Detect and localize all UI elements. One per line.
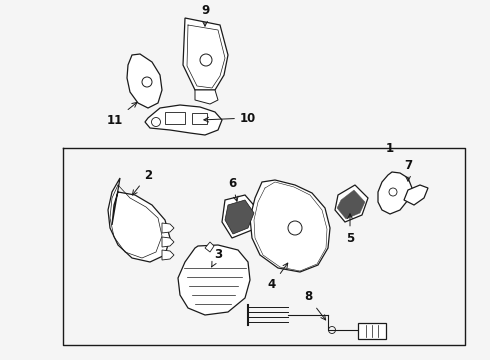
Text: 10: 10 bbox=[204, 112, 256, 125]
Text: 3: 3 bbox=[212, 248, 222, 267]
Polygon shape bbox=[145, 105, 222, 135]
Polygon shape bbox=[162, 237, 174, 247]
Polygon shape bbox=[337, 190, 365, 219]
Text: 2: 2 bbox=[132, 168, 152, 195]
Polygon shape bbox=[335, 185, 368, 222]
Bar bbox=[358, 323, 386, 339]
Polygon shape bbox=[378, 172, 412, 214]
Text: 4: 4 bbox=[268, 263, 288, 292]
Text: 11: 11 bbox=[107, 102, 137, 126]
Polygon shape bbox=[250, 180, 330, 272]
Text: 6: 6 bbox=[228, 176, 238, 201]
Polygon shape bbox=[205, 242, 214, 252]
Text: 5: 5 bbox=[346, 214, 354, 244]
Polygon shape bbox=[162, 223, 174, 233]
Text: 1: 1 bbox=[386, 141, 394, 154]
Text: 7: 7 bbox=[404, 158, 412, 181]
Polygon shape bbox=[225, 200, 254, 234]
Text: 8: 8 bbox=[304, 291, 326, 320]
Polygon shape bbox=[127, 54, 162, 108]
Polygon shape bbox=[222, 195, 258, 238]
Polygon shape bbox=[178, 245, 250, 315]
Bar bbox=[165, 112, 185, 124]
Text: 9: 9 bbox=[201, 4, 209, 26]
Polygon shape bbox=[195, 90, 218, 104]
Polygon shape bbox=[162, 250, 174, 260]
Polygon shape bbox=[108, 178, 170, 262]
Polygon shape bbox=[183, 18, 228, 90]
Polygon shape bbox=[404, 185, 428, 205]
Bar bbox=[192, 113, 207, 124]
